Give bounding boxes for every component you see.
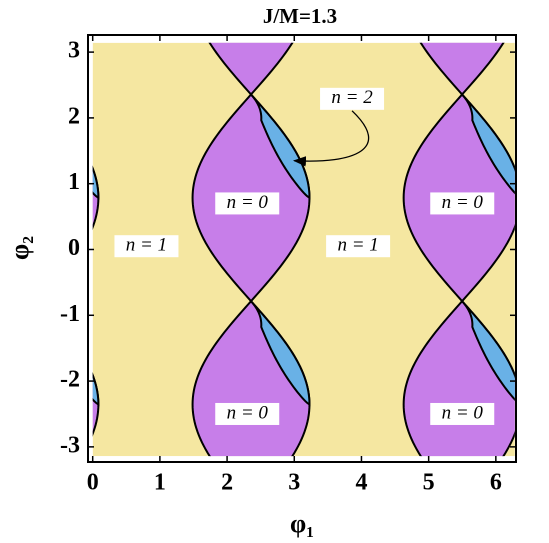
x-axis-label: φ₁ — [290, 509, 314, 538]
region-n0 — [92, 372, 100, 437]
region-label: n = 2 — [331, 87, 373, 108]
arrow — [292, 110, 370, 167]
frame — [87, 34, 517, 463]
x-tick-label: 1 — [154, 470, 166, 496]
region-n2 — [92, 372, 100, 407]
region-n0 — [419, 42, 505, 96]
region-label: n = 0 — [227, 402, 269, 423]
label-box — [430, 192, 495, 215]
x-tick-label: 4 — [355, 470, 367, 496]
y-tick-label: 3 — [68, 38, 80, 64]
region-n0 — [92, 165, 100, 230]
region-label: n = 0 — [442, 402, 484, 423]
y-tick-label: -1 — [60, 301, 80, 327]
y-tick-label: -3 — [60, 432, 80, 458]
y-axis-label: φ₂ — [5, 236, 34, 260]
region-n2 — [92, 165, 100, 200]
region-n0 — [208, 42, 294, 96]
region-label: n = 1 — [337, 235, 378, 256]
chart-title: J/M=1.3 — [263, 4, 337, 28]
x-tick-label: 3 — [288, 470, 300, 496]
x-tick-label: 6 — [490, 470, 502, 496]
y-tick-label: 2 — [68, 103, 80, 129]
label-box — [320, 87, 385, 110]
label-box — [215, 192, 280, 215]
x-tick-label: 0 — [87, 470, 99, 496]
region-n0 — [0, 0, 98, 94]
y-tick-label: 0 — [68, 235, 80, 261]
y-tick-label: -2 — [60, 367, 80, 393]
y-tick-label: 1 — [68, 169, 80, 195]
region-label: n = 0 — [227, 192, 269, 213]
region-label: n = 1 — [126, 235, 167, 256]
label-box — [326, 235, 391, 258]
label-box — [215, 402, 280, 425]
region-label: n = 0 — [442, 192, 484, 213]
x-tick-label: 5 — [423, 470, 435, 496]
label-box — [430, 402, 495, 425]
label-box — [114, 235, 179, 258]
x-tick-label: 2 — [221, 470, 233, 496]
